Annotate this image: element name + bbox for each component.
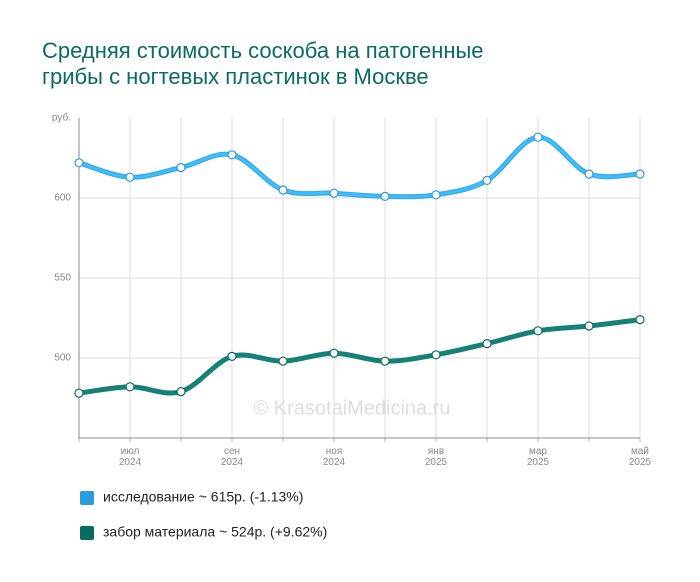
x-tick-label-line: май [631, 446, 649, 457]
x-tick-label-line: 2024 [119, 457, 142, 468]
x-tick-label: янв 2025 [425, 446, 448, 468]
data-point [74, 158, 84, 168]
y-tick-label: 550 [54, 273, 71, 284]
data-point [125, 172, 135, 182]
data-point [380, 356, 390, 366]
data-point [584, 321, 594, 331]
x-tick-label-line: мар [529, 446, 547, 457]
chart-title: Средняя стоимость соскоба на патогенные … [42, 38, 484, 89]
legend-swatch [80, 491, 94, 505]
data-point [482, 339, 492, 349]
data-point [635, 315, 645, 325]
data-point [482, 175, 492, 185]
data-point [584, 169, 594, 179]
data-point [533, 326, 543, 336]
x-tick-label: июл 2024 [119, 446, 142, 468]
data-point [329, 348, 339, 358]
x-tick-label-line: июл [121, 446, 140, 457]
series-line [78, 135, 641, 198]
data-point [278, 185, 288, 195]
x-tick-label-line: 2025 [629, 457, 652, 468]
data-point [227, 351, 237, 361]
data-point [227, 150, 237, 160]
data-point [431, 350, 441, 360]
data-point [125, 382, 135, 392]
data-point [176, 387, 186, 397]
x-tick-label-line: 2025 [527, 457, 550, 468]
x-tick-label-line: 2024 [221, 457, 244, 468]
data-point [176, 163, 186, 173]
data-point [380, 191, 390, 201]
x-tick-label-line: ноя [326, 446, 343, 457]
legend-swatch [80, 526, 94, 540]
x-tick-label-line: 2025 [425, 457, 448, 468]
x-tick-label-line: сен [224, 446, 240, 457]
data-point [278, 356, 288, 366]
x-tick-label: сен 2024 [221, 446, 244, 468]
watermark: © KrasotaiMedicina.ru [253, 397, 450, 419]
x-tick-label-line: 2024 [323, 457, 346, 468]
data-point [329, 188, 339, 198]
x-tick-label: мар 2025 [527, 446, 550, 468]
x-tick-label: ноя 2024 [323, 446, 346, 468]
legend-label: забор материала ~ 524р. (+9.62%) [103, 524, 327, 540]
y-axis-label: руб. [52, 112, 71, 124]
y-tick-label: 500 [54, 353, 71, 364]
legend-label: исследование ~ 615р. (-1.13%) [103, 489, 303, 505]
data-point [431, 190, 441, 200]
data-point [74, 388, 84, 398]
x-tick-label: май 2025 [629, 446, 652, 468]
x-tick-label-line: янв [428, 446, 444, 457]
data-point [533, 132, 543, 142]
y-tick-label: 600 [54, 193, 71, 204]
data-point [635, 169, 645, 179]
